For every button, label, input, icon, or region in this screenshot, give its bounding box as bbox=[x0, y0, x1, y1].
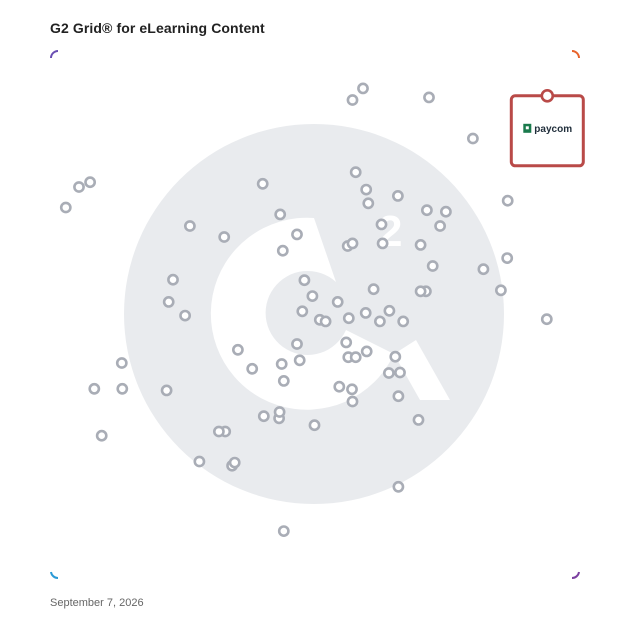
data-point[interactable] bbox=[274, 208, 287, 221]
data-point[interactable] bbox=[273, 406, 286, 418]
data-point[interactable] bbox=[466, 132, 479, 145]
data-point[interactable] bbox=[360, 345, 373, 358]
data-point[interactable] bbox=[256, 177, 269, 190]
data-point[interactable] bbox=[434, 220, 446, 232]
data-point[interactable] bbox=[439, 205, 452, 218]
data-point[interactable] bbox=[342, 312, 355, 325]
data-point[interactable] bbox=[383, 304, 396, 317]
data-point[interactable] bbox=[162, 295, 175, 308]
data-point[interactable] bbox=[160, 384, 173, 397]
data-point[interactable] bbox=[375, 218, 388, 231]
data-point[interactable] bbox=[357, 82, 369, 95]
data-point[interactable] bbox=[277, 525, 290, 537]
data-points bbox=[59, 82, 553, 537]
data-point[interactable] bbox=[349, 166, 362, 179]
highlighted-product[interactable]: paycom bbox=[509, 89, 585, 168]
data-point[interactable] bbox=[116, 382, 129, 395]
data-point[interactable] bbox=[349, 351, 362, 364]
data-point[interactable] bbox=[277, 374, 290, 387]
data-point[interactable] bbox=[397, 315, 410, 328]
data-point[interactable] bbox=[95, 429, 108, 442]
data-point[interactable] bbox=[331, 295, 344, 308]
data-point[interactable] bbox=[346, 395, 359, 408]
data-point[interactable] bbox=[88, 382, 101, 395]
data-point[interactable] bbox=[115, 357, 128, 369]
data-point[interactable] bbox=[389, 350, 402, 363]
highlight-label: paycom bbox=[534, 124, 572, 135]
data-point[interactable] bbox=[501, 194, 514, 207]
data-point[interactable] bbox=[246, 362, 259, 375]
data-point[interactable] bbox=[392, 390, 405, 403]
chart-title: G2 Grid® for eLearning Content bbox=[50, 20, 265, 36]
data-point[interactable] bbox=[212, 425, 225, 438]
data-point[interactable] bbox=[346, 94, 359, 106]
data-point[interactable] bbox=[231, 343, 244, 356]
highlight-point[interactable] bbox=[540, 89, 555, 103]
data-point[interactable] bbox=[333, 380, 346, 393]
data-point[interactable] bbox=[414, 238, 427, 251]
data-point[interactable] bbox=[291, 338, 303, 350]
data-point[interactable] bbox=[73, 181, 85, 193]
data-point[interactable] bbox=[540, 313, 553, 326]
paycom-logo-icon-inner bbox=[525, 126, 529, 130]
data-point[interactable] bbox=[167, 273, 179, 286]
data-point[interactable] bbox=[84, 176, 96, 189]
data-point[interactable] bbox=[359, 306, 372, 319]
data-point[interactable] bbox=[382, 367, 395, 379]
data-point[interactable] bbox=[293, 354, 306, 367]
data-point[interactable] bbox=[183, 220, 196, 232]
data-point[interactable] bbox=[501, 252, 514, 264]
data-point[interactable] bbox=[218, 231, 231, 243]
data-point[interactable] bbox=[193, 455, 206, 468]
data-point[interactable] bbox=[392, 480, 405, 493]
data-point[interactable] bbox=[298, 274, 311, 287]
data-point[interactable] bbox=[494, 284, 507, 297]
data-point[interactable] bbox=[257, 410, 270, 423]
data-point[interactable] bbox=[376, 237, 389, 250]
data-point[interactable] bbox=[360, 183, 373, 196]
data-point[interactable] bbox=[319, 315, 332, 328]
data-point[interactable] bbox=[228, 456, 241, 469]
data-point[interactable] bbox=[306, 290, 319, 302]
data-point[interactable] bbox=[59, 201, 72, 214]
grid-date: September 7, 2026 bbox=[50, 597, 144, 609]
data-point[interactable] bbox=[394, 366, 406, 379]
data-point[interactable] bbox=[296, 305, 309, 318]
data-point[interactable] bbox=[477, 263, 490, 276]
data-point[interactable] bbox=[426, 260, 439, 272]
data-point[interactable] bbox=[412, 413, 425, 426]
data-point[interactable] bbox=[179, 309, 191, 322]
data-point[interactable] bbox=[414, 285, 427, 298]
data-point[interactable] bbox=[308, 419, 321, 432]
data-point[interactable] bbox=[340, 336, 353, 349]
data-point[interactable] bbox=[346, 237, 359, 250]
data-point[interactable] bbox=[367, 283, 380, 296]
data-point[interactable] bbox=[275, 358, 288, 370]
data-point[interactable] bbox=[362, 197, 375, 210]
data-point[interactable] bbox=[391, 189, 404, 202]
data-point[interactable] bbox=[276, 244, 289, 257]
data-point[interactable] bbox=[373, 315, 386, 328]
data-point[interactable] bbox=[291, 228, 303, 241]
data-point[interactable] bbox=[420, 204, 433, 217]
data-point[interactable] bbox=[346, 383, 358, 396]
data-point[interactable] bbox=[423, 91, 435, 104]
